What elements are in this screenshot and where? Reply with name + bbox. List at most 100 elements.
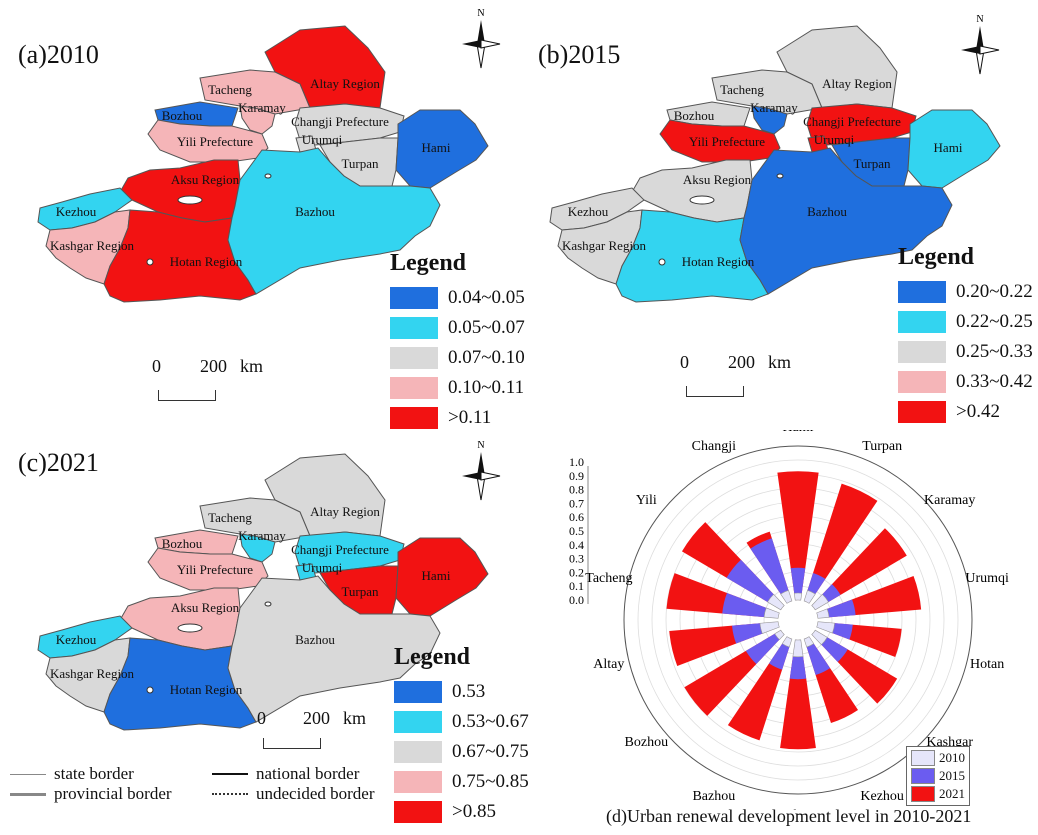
region-karamay [239,105,276,135]
bar-2015-changji [750,538,792,604]
legend-label: 0.05~0.07 [448,317,525,338]
region-karamay [751,105,788,135]
radial-bar-chart: 0.00.10.20.30.40.50.60.70.80.91.0 Hami Tur… [569,430,1009,810]
region-label-turpan: Turpan [341,156,379,171]
region-label-altay: Altay Region [310,76,380,91]
region-label-bozhou: Bozhou [674,108,715,123]
lake-icon [689,195,715,205]
legend-2010: Legend 0.04~0.05 0.05~0.07 0.07~0.10 0.1… [390,250,525,433]
bar-2010-hotan [816,621,835,634]
r-tick-label: 0.9 [569,469,584,483]
region-label-hotan: Hotan Region [682,254,755,269]
category-label-karamay: Karamay [924,493,975,508]
region-label-kezhou: Kezhou [56,204,97,219]
region-label-urumqi: Urumqi [302,560,343,575]
lake-icon [776,173,784,179]
region-label-urumqi: Urumqi [814,132,855,147]
r-tick-label: 0.5 [569,524,584,538]
chart-legend: 2010 2015 2021 [906,746,970,806]
category-label-hotan: Hotan [970,657,1004,672]
region-hotan [615,209,769,303]
category-label-yili: Yili [636,493,657,508]
lake-icon [264,173,272,179]
legend-label: 0.04~0.05 [448,287,525,308]
r-tick-label: 0.7 [569,496,584,510]
region-label-kashgar: Kashgar Region [562,238,647,253]
north-arrow-icon-c: N [462,440,501,501]
bar-2010-hami [793,592,803,601]
legend-title: Legend [394,644,471,670]
legend-title: Legend [390,250,467,276]
bar-2010-changji [780,589,793,604]
panel-b-title: (b)2015 [538,40,621,69]
scale-bar-b: 0 200 km [678,352,791,400]
lake-icon [177,623,203,633]
legend-item-2015: 2015 [911,767,965,785]
region-label-karamay: Karamay [238,100,286,115]
region-karamay [239,533,276,563]
map-2021: Altay Region Tacheng Karamay Bozhou Yili Pre… [37,453,489,731]
region-bazhou [227,147,441,295]
region-label-hotan: Hotan Region [170,254,243,269]
bar-2010-bazhou [781,636,793,648]
region-label-bazhou: Bazhou [295,204,335,219]
legend-label: 0.07~0.10 [448,347,525,368]
bar-2015-yili [726,559,785,610]
r-tick-label: 1.0 [569,455,584,469]
region-tacheng [711,69,823,115]
bar-2021-turpan [804,483,878,604]
lake-icon [177,195,203,205]
category-label-urumqi: Urumqi [965,571,1009,586]
legend-label: 0.75~0.85 [452,771,529,792]
scale-bar-c: 0 200 km [255,708,375,756]
region-label-kashgar: Kashgar Region [50,238,135,253]
region-label-yili: Yili Prefecture [177,134,253,149]
region-tacheng [199,69,311,115]
legend-title: Legend [898,244,975,270]
north-arrow-icon-b: N [961,14,1000,75]
region-hotan [103,209,257,303]
map-2015: Altay Region Tacheng Karamay Bozhou Yili Pre… [549,25,1001,303]
svg-text:N: N [477,8,484,19]
map-2010: Altay Region Tacheng Karamay Bozhou Yili Pre… [37,25,489,303]
scale-bar-a: 0 200 km [150,356,263,404]
region-hotan [103,637,257,731]
category-label-altay: Altay [593,657,624,672]
region-label-hotan: Hotan Region [170,682,243,697]
region-label-bazhou: Bazhou [807,204,847,219]
outer-ring [623,445,973,795]
legend-label: >0.11 [448,407,492,428]
svg-text:N: N [477,440,484,451]
legend-label: 0.10~0.11 [448,377,525,398]
region-label-karamay: Karamay [750,100,798,115]
region-label-turpan: Turpan [853,156,891,171]
legend-item-2021: 2021 [911,785,965,803]
legend-2021: Legend 0.53 0.53~0.67 0.67~0.75 0.75~0.8… [394,644,529,827]
region-label-yili: Yili Prefecture [689,134,765,149]
region-label-tacheng: Tacheng [720,82,764,97]
border-key-undecided: undecided border [212,784,374,804]
legend-label: 0.53 [452,681,486,702]
bar-2010-turpan [803,589,816,604]
legend-label: 0.22~0.25 [956,311,1033,332]
lake-icon [146,686,154,694]
bar-2021-aksu [780,639,816,750]
region-hami [395,109,489,189]
bar-2015-bozhou [745,630,785,664]
region-label-bozhou: Bozhou [162,108,203,123]
legend-label: 0.20~0.22 [956,281,1033,302]
panel-a-title: (a)2010 [18,40,99,69]
region-label-aksu: Aksu Region [171,172,240,187]
lake-icon [146,258,154,266]
legend-label: 0.67~0.75 [452,741,529,762]
bar-2010-tacheng [763,607,780,619]
r-tick-label: 0.4 [569,538,584,552]
region-label-tacheng: Tacheng [208,82,252,97]
bar-2015-kezhou [804,636,831,676]
category-label-aksu: Aksu [783,808,813,810]
region-label-changji: Changji Prefecture [803,114,901,129]
legend-2015: Legend 0.20~0.22 0.22~0.25 0.25~0.33 0.3… [898,244,1033,427]
bar-2010-kashgar [811,629,828,646]
legend-label: >0.85 [452,801,496,822]
bar-2010-urumqi [816,608,830,619]
